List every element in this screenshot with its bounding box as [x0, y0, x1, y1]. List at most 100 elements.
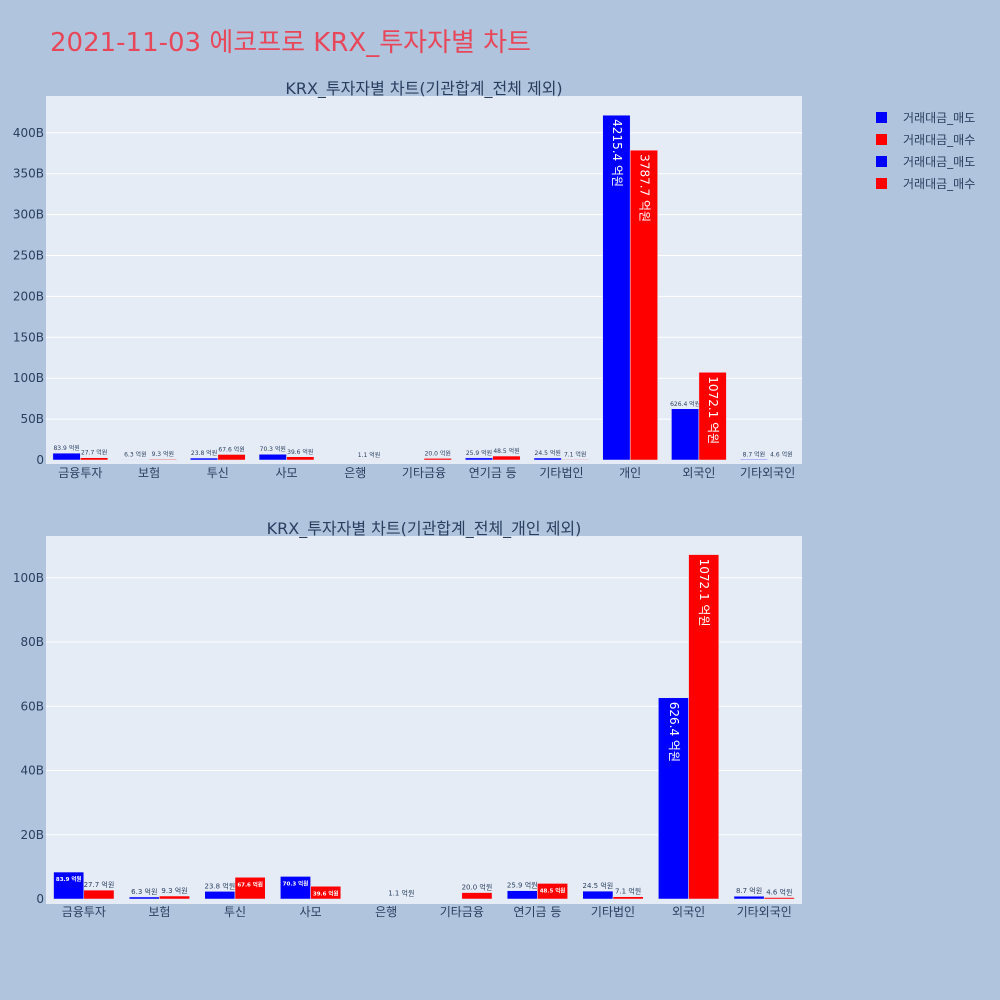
y-tick-label: 60B — [20, 699, 44, 713]
data-label: 4.6 억원 — [770, 451, 793, 459]
data-label: 27.7 억원 — [81, 449, 107, 457]
bar — [204, 891, 236, 900]
data-label: 39.6 억원 — [313, 889, 339, 897]
data-label: 67.6 억원 — [237, 880, 263, 888]
x-tick-label: 금융투자 — [58, 466, 102, 480]
x-tick-label: 기타외국인 — [740, 466, 795, 480]
x-tick-label: 기타금융 — [440, 905, 484, 919]
data-label: 3787.7 억원 — [637, 154, 651, 222]
bar — [83, 889, 115, 900]
bar — [561, 459, 590, 461]
legend-label: 거래대금_매도 — [903, 110, 976, 125]
y-tick-label: 250B — [13, 249, 44, 263]
data-label: 1072.1 억원 — [697, 559, 711, 627]
y-tick-label: 200B — [13, 289, 44, 303]
data-label: 1072.1 억원 — [706, 376, 720, 444]
data-label: 24.5 억원 — [583, 881, 614, 890]
bar — [698, 372, 727, 461]
data-label: 83.9 억원 — [53, 444, 79, 452]
bar — [121, 459, 150, 461]
data-label: 48.5 억원 — [493, 447, 519, 455]
bar — [52, 452, 81, 461]
data-label: 23.8 억원 — [191, 449, 217, 457]
bar — [423, 458, 452, 461]
bar — [582, 890, 614, 900]
x-tick-label: 기타외국인 — [737, 905, 792, 919]
data-label: 626.4 억원 — [667, 702, 681, 762]
data-label: 25.9 억원 — [507, 881, 538, 890]
legend-item[interactable]: 거래대금_매도 — [876, 106, 975, 128]
bar — [506, 890, 538, 900]
bar — [733, 895, 765, 900]
legend-item[interactable]: 거래대금_매도 — [876, 150, 975, 172]
data-label: 8.7 억원 — [743, 450, 766, 458]
y-tick-label: 400B — [13, 126, 44, 140]
legend-item[interactable]: 거래대금_매수 — [876, 172, 975, 194]
chart-title: KRX_투자자별 차트(기관합계_전체_개인 제외) — [267, 519, 582, 539]
x-tick-label: 기타금융 — [402, 466, 446, 480]
y-tick-label: 350B — [13, 167, 44, 181]
bar — [492, 455, 521, 461]
bar — [190, 457, 219, 461]
data-label: 70.3 억원 — [283, 879, 309, 887]
bar — [629, 149, 658, 461]
legend-swatch — [876, 155, 887, 167]
bar — [671, 408, 700, 461]
bar — [310, 886, 342, 900]
chart-panel-2: 0 20B 40B 60B 80B 100B KRX_투자자별 차트(기관합계_전체_개인 … — [13, 519, 802, 919]
x-tick-label: 외국인 — [682, 466, 715, 480]
x-tick-label: 사모 — [275, 466, 297, 480]
data-label: 626.4 억원 — [670, 400, 700, 408]
data-label: 48.5 억원 — [540, 886, 566, 894]
data-label: 7.1 억원 — [564, 450, 587, 458]
bar — [537, 883, 568, 900]
x-tick-label: 외국인 — [672, 905, 705, 919]
y-tick-label: 100B — [13, 571, 44, 585]
data-label: 9.3 억원 — [152, 450, 175, 458]
bar — [80, 457, 109, 461]
legend-swatch — [876, 177, 887, 189]
x-tick-label: 투신 — [207, 466, 229, 480]
legend-item[interactable]: 거래대금_매수 — [876, 128, 975, 150]
data-label: 6.3 억원 — [131, 887, 157, 896]
legend-label: 거래대금_매수 — [903, 132, 976, 147]
legend[interactable]: 거래대금_매도 거래대금_매수 거래대금_매도 거래대금_매수 — [876, 106, 975, 194]
bar — [739, 459, 768, 461]
bar — [53, 871, 85, 900]
page-title: 2021-11-03 에코프로 KRX_투자자별 차트 — [50, 28, 532, 58]
y-tick-label: 0 — [36, 453, 44, 467]
y-tick-label: 150B — [13, 330, 44, 344]
bar — [258, 453, 287, 461]
data-label: 4.6 억원 — [766, 888, 792, 897]
y-tick-label: 20B — [20, 828, 44, 842]
bar — [464, 457, 493, 461]
x-tick-label: 투신 — [224, 905, 246, 919]
data-label: 25.9 억원 — [466, 449, 492, 457]
data-label: 20.0 억원 — [462, 883, 493, 892]
x-tick-label: 개인 — [619, 466, 641, 480]
x-tick-label: 기타법인 — [591, 905, 635, 919]
legend-swatch — [876, 111, 887, 123]
data-label: 7.1 억원 — [615, 887, 641, 896]
data-label: 23.8 억원 — [205, 881, 236, 890]
data-label: 27.7 억원 — [84, 880, 115, 889]
plot-area — [46, 96, 802, 464]
bar — [128, 896, 160, 900]
data-label: 1.1 억원 — [358, 451, 381, 459]
legend-label: 거래대금_매도 — [903, 154, 976, 169]
y-tick-label: 50B — [20, 412, 44, 426]
y-tick-label: 100B — [13, 371, 44, 385]
x-tick-label: 금융투자 — [62, 905, 106, 919]
data-label: 8.7 억원 — [736, 886, 762, 895]
bar — [148, 458, 177, 461]
bar — [612, 896, 644, 900]
x-tick-label: 연기금 등 — [469, 466, 517, 480]
y-tick-label: 300B — [13, 208, 44, 222]
x-tick-label: 연기금 등 — [513, 905, 561, 919]
legend-swatch — [876, 133, 887, 145]
y-tick-label: 80B — [20, 635, 44, 649]
bar — [234, 877, 266, 900]
x-tick-label: 보험 — [148, 905, 170, 919]
x-tick-label: 은행 — [344, 465, 366, 480]
data-label: 6.3 억원 — [124, 450, 147, 458]
